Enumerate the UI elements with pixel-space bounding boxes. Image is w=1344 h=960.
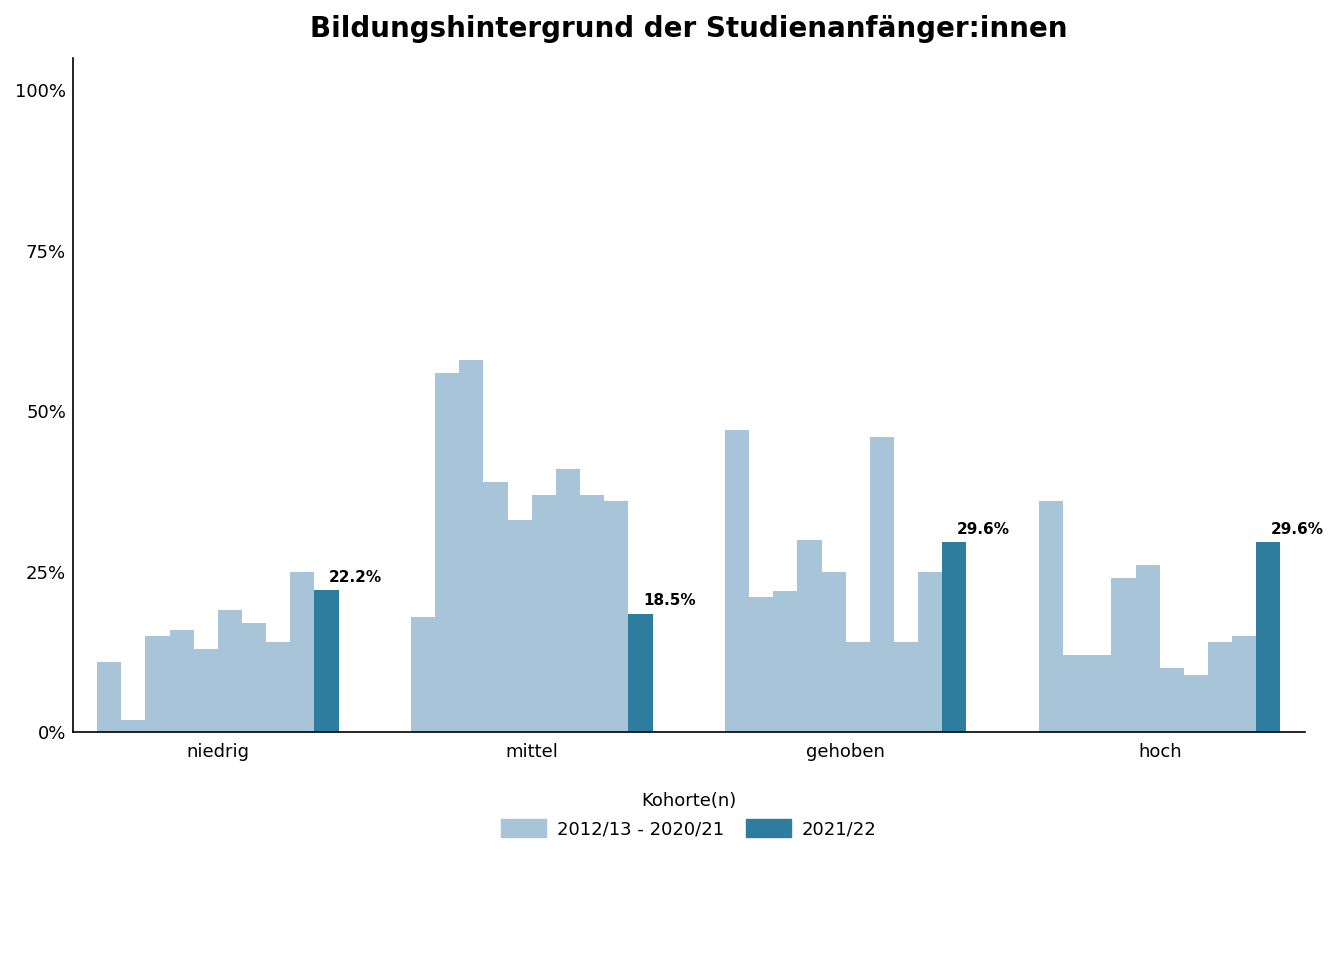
Bar xyxy=(629,613,653,732)
Bar xyxy=(218,611,242,732)
Bar xyxy=(532,494,556,732)
Bar xyxy=(1063,656,1087,732)
Text: 29.6%: 29.6% xyxy=(957,522,1009,537)
Bar xyxy=(242,623,266,732)
Bar xyxy=(773,591,797,732)
Bar xyxy=(1232,636,1257,732)
Bar xyxy=(605,501,629,732)
Bar xyxy=(749,597,773,732)
Bar xyxy=(435,372,460,732)
Bar xyxy=(508,520,532,732)
Text: 18.5%: 18.5% xyxy=(642,593,695,609)
Title: Bildungshintergrund der Studienanfänger:innen: Bildungshintergrund der Studienanfänger:… xyxy=(310,15,1067,43)
Bar xyxy=(556,469,581,732)
Bar xyxy=(1039,501,1063,732)
Bar xyxy=(290,572,314,732)
Bar xyxy=(1184,675,1208,732)
Bar xyxy=(870,437,894,732)
Bar xyxy=(97,661,121,732)
Bar xyxy=(821,572,845,732)
Bar xyxy=(266,642,290,732)
Bar xyxy=(460,360,484,732)
Bar xyxy=(797,540,821,732)
Bar xyxy=(942,542,966,732)
Text: 22.2%: 22.2% xyxy=(329,569,382,585)
Bar xyxy=(1160,668,1184,732)
Bar xyxy=(194,649,218,732)
Bar xyxy=(845,642,870,732)
Bar xyxy=(724,430,749,732)
Bar xyxy=(894,642,918,732)
Bar xyxy=(169,630,194,732)
Legend: 2012/13 - 2020/21, 2021/22: 2012/13 - 2020/21, 2021/22 xyxy=(501,792,876,838)
Bar xyxy=(121,719,145,732)
Bar xyxy=(411,616,435,732)
Bar xyxy=(581,494,605,732)
Bar xyxy=(1087,656,1111,732)
Bar xyxy=(314,589,339,732)
Bar xyxy=(145,636,169,732)
Bar xyxy=(1208,642,1232,732)
Bar xyxy=(1257,542,1281,732)
Bar xyxy=(1136,565,1160,732)
Text: 29.6%: 29.6% xyxy=(1271,522,1324,537)
Bar xyxy=(918,572,942,732)
Bar xyxy=(1111,578,1136,732)
Bar xyxy=(484,482,508,732)
